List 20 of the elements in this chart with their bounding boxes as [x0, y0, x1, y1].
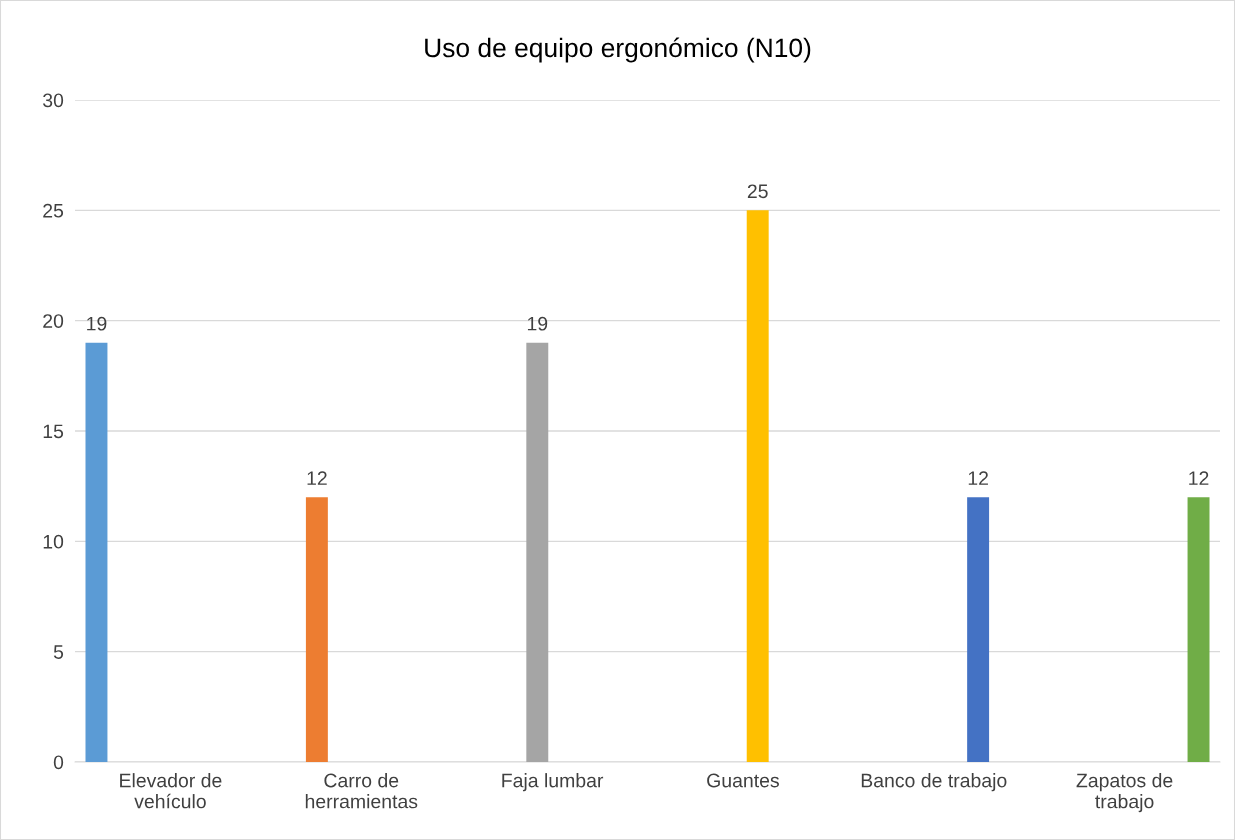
y-tick-label: 10 [43, 534, 64, 549]
chart-title: Uso de equipo ergonómico (N10) [425, 37, 811, 63]
data-label: 19 [527, 316, 548, 331]
y-tick-label: 20 [43, 314, 64, 328]
data-label: 12 [968, 471, 988, 485]
data-label: 12 [307, 471, 327, 485]
y-tick-label: 15 [43, 424, 64, 439]
x-tick-label: Faja lumbar [502, 773, 604, 792]
y-tick-label: 5 [53, 645, 64, 659]
y-tick-label: 0 [53, 755, 64, 770]
data-label: 25 [747, 184, 768, 199]
x-tick-label: Zapatos de trabajo [1076, 773, 1173, 813]
y-tick-label: 25 [43, 203, 64, 218]
data-label: 19 [87, 316, 107, 331]
x-tick-label: Elevador de vehículo [120, 773, 222, 809]
y-tick-label: 30 [43, 93, 64, 108]
data-label: 12 [1189, 471, 1209, 485]
x-tick-label: Banco de trabajo [861, 773, 1007, 792]
x-tick-label: Carro de herramientas [305, 773, 418, 809]
x-tick-label: Guantes [707, 773, 779, 788]
